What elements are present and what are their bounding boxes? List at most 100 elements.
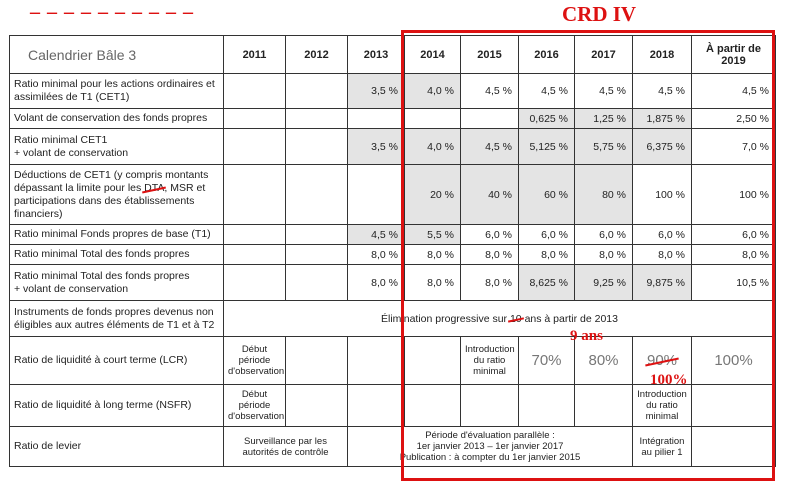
eval-line: 1er janvier 2013 – 1er janvier 2017 bbox=[416, 441, 564, 452]
cell-value: 3,5 % bbox=[347, 128, 405, 165]
cell-value: 8,0 % bbox=[347, 244, 405, 265]
empty-cell bbox=[285, 336, 348, 385]
empty-cell bbox=[404, 336, 461, 385]
table-row: Ratio de levier Surveillance par les aut… bbox=[9, 426, 776, 467]
cell-value: 4,5 % bbox=[460, 73, 519, 109]
row-label-levier: Ratio de levier bbox=[9, 426, 224, 467]
cell-value: 100 % bbox=[691, 164, 776, 225]
cell-introduction: Introduction du ratio minimal bbox=[460, 336, 519, 385]
cell-introduction: Introduction du ratio minimal bbox=[632, 384, 692, 427]
row-label-nsfr: Ratio de liquidité à long terme (NSFR) bbox=[9, 384, 224, 427]
struck-text: DTA bbox=[144, 181, 165, 194]
empty-cell bbox=[223, 164, 286, 225]
table-title: Calendrier Bâle 3 bbox=[9, 35, 224, 74]
empty-cell bbox=[404, 108, 461, 129]
note-text: Élimination progressive sur bbox=[381, 312, 510, 325]
row-label-total: Ratio minimal Total des fonds propres bbox=[9, 244, 224, 265]
empty-cell bbox=[347, 336, 405, 385]
cell-value: 4,0 % bbox=[404, 73, 461, 109]
table-row: Déductions de CET1 (y compris montants d… bbox=[9, 164, 776, 225]
note-text: ans à partir de 2013 bbox=[521, 312, 618, 325]
year-2019-plus: À partir de 2019 bbox=[691, 35, 776, 74]
empty-cell bbox=[404, 384, 461, 427]
empty-cell bbox=[285, 108, 348, 129]
cell-evaluation: Période d'évaluation parallèle : 1er jan… bbox=[347, 426, 633, 467]
table-row: Ratio minimal Total des fonds propres + … bbox=[9, 264, 776, 301]
cell-value: 8,0 % bbox=[691, 244, 776, 265]
table-row: Ratio minimal Fonds propres de base (T1)… bbox=[9, 224, 776, 245]
cell-value: 4,0 % bbox=[404, 128, 461, 165]
empty-cell bbox=[223, 224, 286, 245]
empty-cell bbox=[285, 164, 348, 225]
label-text: , MSR et participations dans des établis… bbox=[14, 181, 206, 220]
cell-value: 5,75 % bbox=[574, 128, 633, 165]
cell-value: 0,625 % bbox=[518, 108, 575, 129]
cell-value: 3,5 % bbox=[347, 73, 405, 109]
label-text: Déductions de CET1 (y compris montants d… bbox=[14, 168, 209, 194]
year-2016: 2016 bbox=[518, 35, 575, 74]
cell-value: 6,0 % bbox=[518, 224, 575, 245]
cell-value: 60 % bbox=[518, 164, 575, 225]
annotation-100-percent: 100% bbox=[650, 372, 688, 388]
year-2013: 2013 bbox=[347, 35, 405, 74]
cell-value: 6,0 % bbox=[460, 224, 519, 245]
table-row: Ratio minimal pour les actions ordinaire… bbox=[9, 73, 776, 109]
cell-value: 1,875 % bbox=[632, 108, 692, 129]
empty-cell bbox=[223, 244, 286, 265]
top-cropped-red-text: _ _ _ _ _ _ _ _ _ _ bbox=[30, 0, 194, 16]
year-2014: 2014 bbox=[404, 35, 461, 74]
empty-cell bbox=[285, 264, 348, 301]
row-label-deductions: Déductions de CET1 (y compris montants d… bbox=[9, 164, 224, 225]
empty-cell bbox=[518, 384, 575, 427]
table-row: Ratio minimal CET1 + volant de conservat… bbox=[9, 128, 776, 165]
empty-cell bbox=[223, 108, 286, 129]
cell-value: 4,5 % bbox=[632, 73, 692, 109]
crd-iv-label: CRD IV bbox=[562, 2, 637, 26]
table-row: Instruments de fonds propres devenus non… bbox=[9, 300, 776, 337]
cell-value: 9,875 % bbox=[632, 264, 692, 301]
cell-value: 6,0 % bbox=[632, 224, 692, 245]
empty-cell bbox=[574, 384, 633, 427]
cell-value: 6,0 % bbox=[574, 224, 633, 245]
cell-value: 8,0 % bbox=[574, 244, 633, 265]
empty-cell bbox=[223, 128, 286, 165]
cell-value: 2,50 % bbox=[691, 108, 776, 129]
cell-value: 7,0 % bbox=[691, 128, 776, 165]
year-2015: 2015 bbox=[460, 35, 519, 74]
cell-debut-observation: Début période d'observation bbox=[223, 384, 286, 427]
row-label-cet1: Ratio minimal pour les actions ordinaire… bbox=[9, 73, 224, 109]
empty-cell bbox=[223, 73, 286, 109]
struck-text: 90% bbox=[646, 352, 678, 369]
empty-cell bbox=[223, 264, 286, 301]
cell-value: 5,5 % bbox=[404, 224, 461, 245]
year-2012: 2012 bbox=[285, 35, 348, 74]
cell-value: 8,0 % bbox=[404, 244, 461, 265]
struck-text: 10 bbox=[509, 312, 522, 325]
cell-value: 70% bbox=[518, 336, 575, 385]
eval-line: Publication : à compter du 1er janvier 2… bbox=[399, 452, 581, 463]
cell-debut-observation: Début période d'observation bbox=[223, 336, 286, 385]
empty-cell bbox=[285, 384, 348, 427]
basel3-calendar-table: Calendrier Bâle 3 2011 2012 2013 2014 20… bbox=[9, 35, 776, 467]
empty-cell bbox=[285, 73, 348, 109]
empty-cell bbox=[347, 164, 405, 225]
phase-out-note: Élimination progressive sur 10 ans à par… bbox=[223, 300, 776, 337]
empty-cell bbox=[285, 128, 348, 165]
cell-value: 4,5 % bbox=[574, 73, 633, 109]
cell-value: 10,5 % bbox=[691, 264, 776, 301]
row-label-t1: Ratio minimal Fonds propres de base (T1) bbox=[9, 224, 224, 245]
row-label-line: Ratio minimal CET1 bbox=[14, 133, 108, 146]
cell-value: 4,5 % bbox=[691, 73, 776, 109]
row-label-volant: Volant de conservation des fonds propres bbox=[9, 108, 224, 129]
cell-value: 20 % bbox=[404, 164, 461, 225]
cell-integration: Intégration au pilier 1 bbox=[632, 426, 692, 467]
cell-value: 4,5 % bbox=[460, 128, 519, 165]
cell-value: 4,5 % bbox=[347, 224, 405, 245]
empty-cell bbox=[347, 384, 405, 427]
empty-cell bbox=[285, 224, 348, 245]
table-row: Ratio de liquidité à court terme (LCR) D… bbox=[9, 336, 776, 385]
empty-cell bbox=[691, 426, 776, 467]
eval-line: Période d'évaluation parallèle : bbox=[425, 430, 555, 441]
cell-value: 40 % bbox=[460, 164, 519, 225]
cell-value: 8,625 % bbox=[518, 264, 575, 301]
